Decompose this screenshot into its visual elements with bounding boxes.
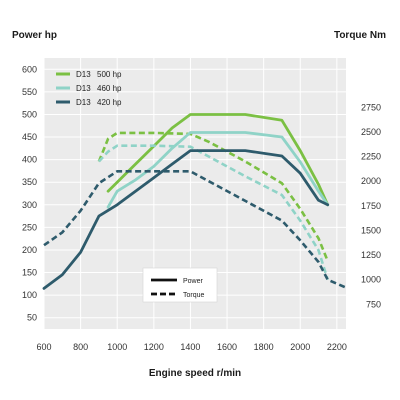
power-tick-label: 200 — [22, 245, 37, 255]
line-style-key-box — [142, 267, 218, 303]
torque-tick-label: 1750 — [361, 201, 381, 211]
power-line-460-hp — [106, 131, 330, 209]
dashed-line-label: Torque — [183, 292, 205, 299]
x-tick-label: 600 — [36, 342, 51, 352]
right-axis-title: Torque Nm — [334, 30, 386, 41]
x-axis-title: Engine speed r/min — [149, 368, 241, 379]
x-tick-label: 1400 — [180, 342, 200, 352]
legend: D13 500 hp D13 460 hp D13 420 hp — [56, 70, 122, 107]
power-line-420-hp — [42, 149, 330, 290]
x-tick-label: 2200 — [327, 342, 347, 352]
legend-rating: 420 hp — [97, 98, 122, 107]
power-line-500-hp — [106, 113, 330, 207]
legend-model: D13 — [76, 98, 91, 107]
legend-rating: 500 hp — [97, 70, 122, 79]
torque-line-460-hp — [97, 144, 329, 281]
power-tick-label: 400 — [22, 155, 37, 165]
torque-tick-label: 2750 — [361, 102, 381, 112]
x-tick-label: 1600 — [217, 342, 237, 352]
x-tick-label: 1200 — [144, 342, 164, 352]
power-tick-label: 450 — [22, 132, 37, 142]
power-tick-label: 100 — [22, 290, 37, 300]
x-tick-label: 800 — [73, 342, 88, 352]
torque-tick-label: 2250 — [361, 152, 381, 162]
power-tick-label: 500 — [22, 109, 37, 119]
torque-tick-label: 750 — [366, 299, 381, 309]
torque-tick-label: 1250 — [361, 250, 381, 260]
torque-tick-label: 2500 — [361, 127, 381, 137]
power-axis-ticks: 50 100 150 200 250 300 350 400 450 500 550 600 — [22, 64, 37, 322]
torque-line-420-hp — [43, 170, 347, 289]
torque-tick-label: 2000 — [361, 176, 381, 186]
legend-model: D13 — [76, 84, 91, 93]
power-tick-label: 250 — [22, 222, 37, 232]
power-tick-label: 600 — [22, 64, 37, 74]
series-lines — [42, 113, 347, 290]
left-axis-title: Power hp — [12, 30, 57, 41]
x-tick-label: 1000 — [107, 342, 127, 352]
solid-line-label: Power — [183, 278, 204, 285]
power-tick-label: 150 — [22, 268, 37, 278]
power-tick-label: 550 — [22, 87, 37, 97]
x-tick-label: 1800 — [254, 342, 274, 352]
power-tick-label: 300 — [22, 200, 37, 210]
x-tick-label: 2000 — [290, 342, 310, 352]
torque-tick-label: 1000 — [361, 275, 381, 285]
legend-rating: 460 hp — [97, 84, 122, 93]
power-tick-label: 50 — [27, 313, 37, 323]
torque-tick-label: 1500 — [361, 225, 381, 235]
x-axis-ticks: 600 800 1000 1200 1400 1600 1800 2000 2200 — [36, 342, 346, 352]
torque-line-500-hp — [97, 131, 329, 262]
torque-axis-ticks: 750 1000 1250 1500 1750 2000 2250 2500 2750 — [361, 102, 381, 309]
legend-model: D13 — [76, 70, 91, 79]
power-tick-label: 350 — [22, 177, 37, 187]
line-style-key: Power Torque — [142, 267, 218, 303]
